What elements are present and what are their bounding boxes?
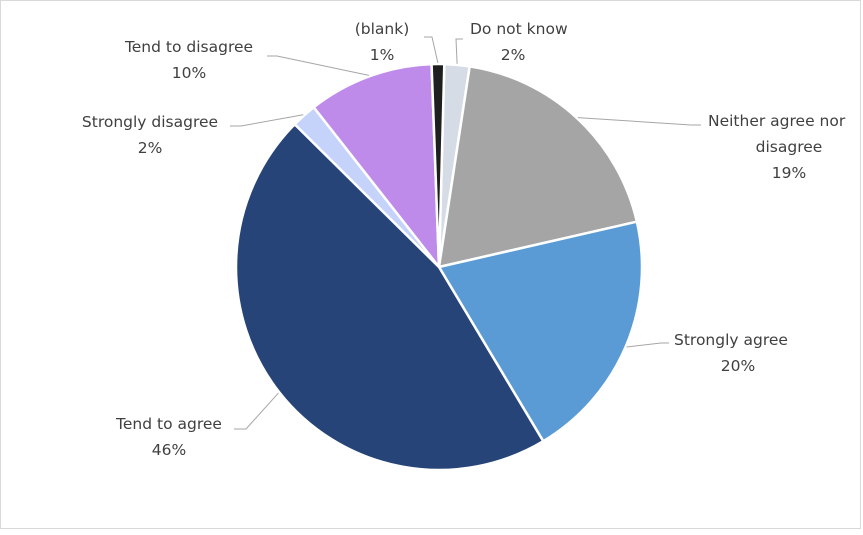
- label-tend-to-agree-name: Tend to agree: [115, 415, 222, 433]
- label-strongly-agree-name: Strongly agree: [674, 331, 788, 349]
- data-labels: Do not know 2% Neither agree nor disagre…: [82, 20, 846, 459]
- leader-line-tend-to-disagree: [267, 55, 370, 76]
- label-tend-to-agree-value: 46%: [152, 441, 186, 459]
- pie-slice-neither-agree-nor-disagree: [437, 65, 639, 269]
- leader-line-neither-agree-nor-disagree: [577, 117, 701, 126]
- label-strongly-agree-value: 20%: [721, 357, 755, 375]
- pie-slice-strongly-agree: [437, 220, 644, 443]
- label-strongly-disagree-value: 2%: [138, 139, 163, 157]
- pie-slice-tend-to-agree: [234, 122, 545, 472]
- leader-line-do-not-know: [455, 38, 463, 64]
- leader-line-tend-to-agree: [234, 392, 279, 430]
- label-tend-to-disagree-value: 10%: [172, 64, 206, 82]
- label-blank-name: (blank): [355, 20, 410, 38]
- leader-lines: [230, 36, 701, 430]
- label-neither-name-line2: disagree: [756, 138, 823, 156]
- pie-slices: [234, 62, 644, 472]
- leader-line-strongly-disagree: [230, 114, 304, 127]
- label-do-not-know-value: 2%: [501, 46, 526, 64]
- leader-line-strongly-agree: [626, 342, 669, 348]
- label-tend-to-disagree-name: Tend to disagree: [124, 38, 253, 56]
- label-neither-value: 19%: [772, 164, 806, 182]
- label-neither-name-line1: Neither agree nor: [708, 112, 846, 130]
- pie-slice-blank: [430, 62, 446, 269]
- leader-line-blank: [424, 36, 439, 64]
- label-do-not-know-name: Do not know: [470, 20, 568, 38]
- label-blank-value: 1%: [370, 46, 395, 64]
- label-strongly-disagree-name: Strongly disagree: [82, 113, 218, 131]
- pie-slice-tend-to-disagree: [312, 62, 441, 269]
